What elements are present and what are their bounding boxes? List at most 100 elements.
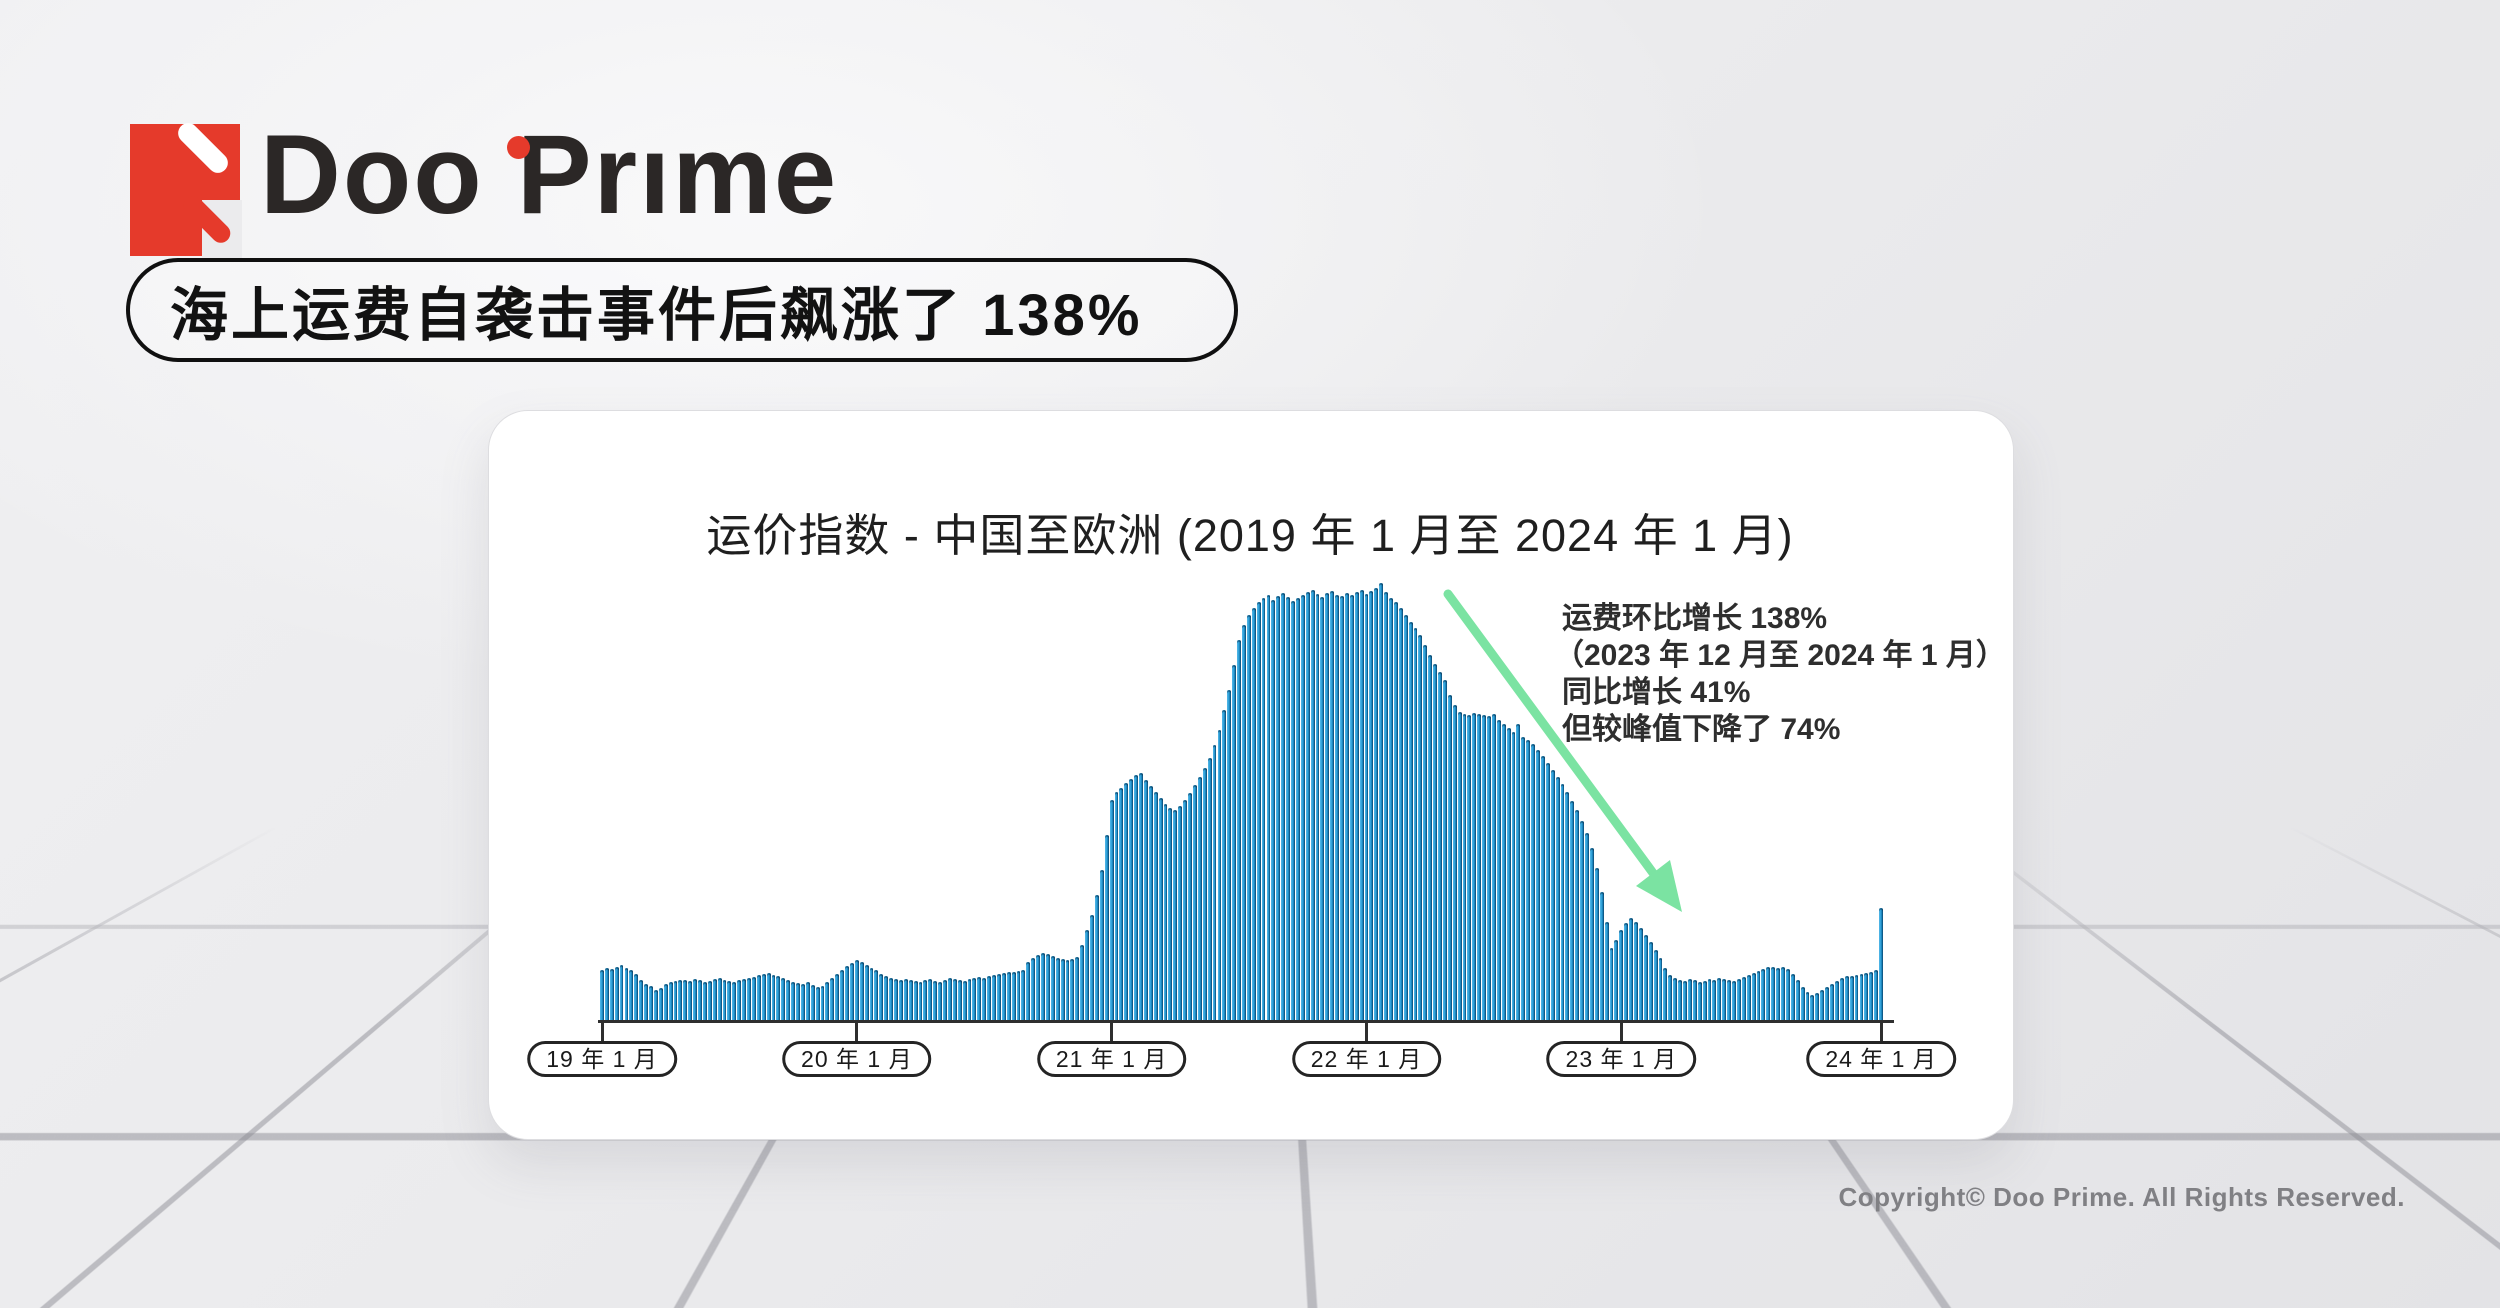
bar <box>1413 628 1418 1020</box>
bar <box>1565 792 1570 1020</box>
bar <box>987 976 992 1020</box>
annotation-line-3: 同比增长 41% <box>1562 676 1751 709</box>
bar <box>1129 779 1134 1020</box>
bar <box>845 966 849 1020</box>
bar <box>1756 971 1761 1020</box>
bar <box>1246 615 1251 1020</box>
bar <box>1854 975 1859 1020</box>
bar <box>957 980 962 1020</box>
bar <box>1722 979 1727 1020</box>
bar <box>1477 714 1482 1020</box>
bar <box>1570 801 1575 1020</box>
bar <box>1384 592 1388 1020</box>
bar <box>1188 793 1192 1020</box>
bar <box>1834 981 1839 1020</box>
bar <box>1408 622 1413 1020</box>
bar <box>1222 710 1227 1020</box>
bar <box>1011 972 1016 1020</box>
bar <box>786 980 791 1020</box>
bar <box>1540 756 1545 1020</box>
x-axis-tick <box>1365 1021 1368 1042</box>
bar <box>756 975 761 1020</box>
bar <box>1766 967 1771 1020</box>
bar <box>1741 977 1746 1020</box>
bar <box>1844 976 1849 1020</box>
x-axis-tick <box>855 1021 859 1042</box>
bar <box>1653 950 1658 1020</box>
bar <box>1864 973 1869 1020</box>
bar <box>1849 976 1854 1020</box>
bar <box>619 965 624 1020</box>
bar <box>903 979 908 1020</box>
bar <box>1830 984 1834 1020</box>
bar <box>938 982 943 1020</box>
bar <box>737 980 742 1020</box>
bar <box>1619 930 1624 1020</box>
bar <box>854 960 859 1020</box>
bar <box>604 968 609 1020</box>
bar <box>1001 973 1006 1020</box>
bar <box>1060 959 1065 1020</box>
bar <box>1433 664 1438 1020</box>
bar <box>1692 980 1697 1020</box>
bar <box>874 970 879 1020</box>
x-axis-label: 21 年 1 月 <box>1036 1041 1187 1077</box>
bar <box>751 977 756 1020</box>
bar <box>933 981 938 1020</box>
bar <box>1462 714 1467 1020</box>
bar <box>1560 784 1565 1020</box>
bar <box>678 980 683 1020</box>
bar <box>943 980 947 1020</box>
bar <box>1315 594 1320 1020</box>
x-axis-label: 19 年 1 月 <box>527 1041 677 1077</box>
bar <box>840 970 845 1020</box>
bar <box>1075 957 1080 1020</box>
annotation-block: 运费环比增长 138% （2023 年 12 月至 2024 年 1 月） 同比… <box>1554 600 2006 748</box>
bar <box>1438 672 1442 1020</box>
bar <box>781 978 786 1020</box>
bar <box>1232 665 1237 1020</box>
x-axis-label: 22 年 1 月 <box>1291 1041 1442 1077</box>
bar <box>1467 715 1472 1020</box>
bar <box>1173 810 1178 1020</box>
bar <box>1183 800 1188 1020</box>
bar <box>1580 821 1585 1020</box>
bar <box>1555 777 1560 1020</box>
bar <box>698 980 702 1020</box>
bar <box>653 990 658 1020</box>
bar <box>1065 960 1070 1020</box>
bar <box>1423 645 1428 1020</box>
bar <box>1839 978 1844 1020</box>
bar <box>1810 995 1815 1020</box>
bar <box>923 980 928 1020</box>
bar <box>1727 980 1732 1020</box>
bar <box>1153 792 1158 1020</box>
bar <box>1761 969 1766 1020</box>
bar <box>1526 740 1531 1020</box>
bar <box>1599 892 1604 1020</box>
bar <box>732 982 737 1020</box>
bar <box>1575 810 1580 1020</box>
bar <box>629 970 634 1020</box>
bar <box>1697 982 1702 1020</box>
bar <box>1506 728 1511 1020</box>
bar <box>1104 835 1109 1020</box>
bar <box>1687 979 1692 1020</box>
bar <box>693 979 697 1020</box>
bar <box>1109 800 1114 1020</box>
bar <box>1349 595 1354 1020</box>
bar <box>1795 980 1800 1020</box>
bar <box>1344 593 1349 1020</box>
bar <box>815 987 820 1020</box>
bar <box>972 978 977 1020</box>
bar <box>1374 588 1379 1020</box>
bar <box>1340 596 1344 1020</box>
bar <box>1300 595 1305 1020</box>
bar <box>1815 993 1820 1020</box>
bar <box>1614 940 1619 1020</box>
bar <box>1702 981 1707 1020</box>
bar <box>1286 597 1290 1020</box>
bar <box>1634 922 1638 1020</box>
bar <box>1094 895 1099 1020</box>
bar <box>1629 918 1634 1020</box>
